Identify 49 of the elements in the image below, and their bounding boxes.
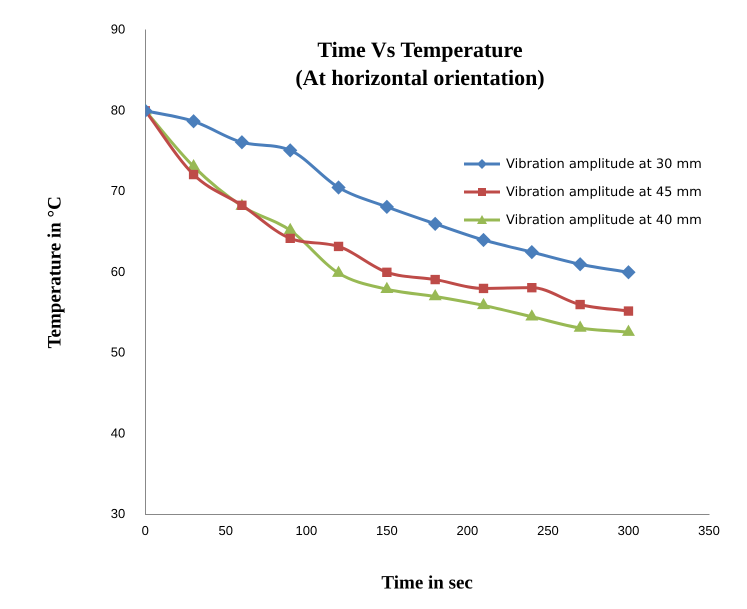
- point: [188, 170, 198, 180]
- point: [574, 322, 586, 332]
- y-tick-label: 70: [110, 183, 126, 198]
- y-tick-label: 40: [110, 425, 126, 440]
- x-tick-label: 300: [618, 522, 640, 538]
- y-tick-label: 30: [110, 506, 126, 522]
- x-axis-title: Time in sec: [381, 572, 473, 594]
- x-tick-label: 350: [698, 522, 720, 538]
- point: [235, 136, 248, 149]
- point: [430, 290, 441, 300]
- point: [286, 234, 295, 244]
- x-tick-label: 250: [537, 522, 559, 538]
- text: Time Vs Temperature (At horizontal orientation): [294, 36, 546, 92]
- y-tick-label: 50: [110, 344, 126, 360]
- x-tick-label: 150: [376, 522, 398, 538]
- y-tick-label: 80: [110, 102, 126, 118]
- y-tick-label: 90: [110, 22, 126, 37]
- point: [382, 268, 392, 277]
- point: [430, 274, 440, 284]
- legend-label: Vibration amplitude at 40 mm: [506, 212, 702, 228]
- point: [334, 242, 344, 252]
- x-tick-label: 100: [295, 522, 318, 538]
- point: [624, 306, 634, 316]
- point: [477, 233, 490, 246]
- legend-label: Vibration amplitude at 45 mm: [506, 184, 702, 200]
- point: [527, 282, 537, 292]
- point: [381, 283, 392, 294]
- point: [284, 144, 297, 157]
- x-tick-label: 0: [142, 522, 149, 538]
- point: [187, 114, 200, 128]
- point: [575, 300, 585, 310]
- point: [478, 284, 488, 294]
- point: [380, 200, 394, 214]
- point: [284, 224, 296, 234]
- y-tick-label: 60: [110, 264, 126, 279]
- x-tick-label: 50: [218, 522, 234, 538]
- y-axis-title: Temperature in °C: [44, 196, 66, 348]
- point: [623, 326, 634, 336]
- point: [428, 217, 442, 230]
- legend-label: Vibration amplitude at 30 mm: [506, 156, 702, 172]
- point: [525, 246, 538, 259]
- point: [333, 267, 344, 277]
- point: [478, 299, 489, 310]
- point: [574, 258, 587, 271]
- point: [332, 180, 346, 194]
- point: [188, 160, 199, 170]
- point: [526, 310, 538, 320]
- point: [622, 266, 635, 279]
- x-tick-label: 200: [456, 522, 478, 538]
